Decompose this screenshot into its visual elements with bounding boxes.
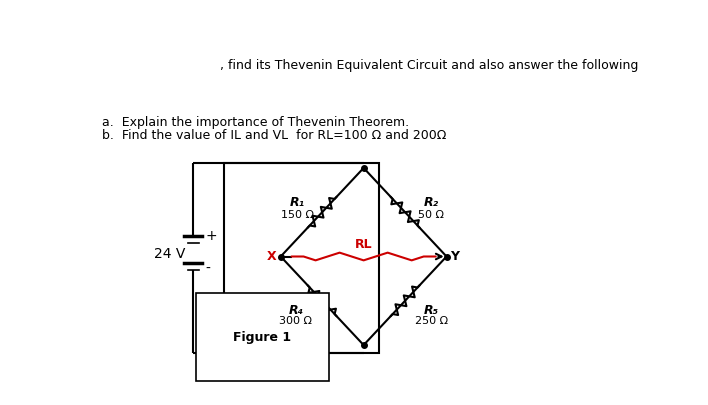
Text: -: - [205, 262, 210, 276]
Text: 250 Ω: 250 Ω [415, 316, 448, 326]
Text: RL: RL [355, 238, 372, 251]
Text: Y: Y [450, 250, 459, 263]
Bar [224, 162, 379, 353]
Text: 300 Ω: 300 Ω [280, 316, 312, 326]
Text: 24 V: 24 V [154, 247, 185, 261]
Text: R₅: R₅ [424, 303, 439, 317]
Text: b.  Find the value of IL and VL  for RL=100 Ω and 200Ω: b. Find the value of IL and VL for RL=10… [103, 129, 447, 142]
Text: 50 Ω: 50 Ω [418, 209, 445, 220]
Text: 150 Ω: 150 Ω [281, 209, 314, 220]
Text: R₁: R₁ [290, 196, 305, 209]
Text: R₂: R₂ [424, 196, 439, 209]
Text: X: X [266, 250, 276, 263]
Text: a.  Explain the importance of Thevenin Theorem.: a. Explain the importance of Thevenin Th… [103, 116, 409, 129]
Text: +: + [205, 230, 217, 243]
Text: Figure 1: Figure 1 [234, 330, 292, 343]
Text: R₄: R₄ [288, 303, 303, 317]
Text: , find its Thevenin Equivalent Circuit and also answer the following: , find its Thevenin Equivalent Circuit a… [220, 59, 639, 72]
